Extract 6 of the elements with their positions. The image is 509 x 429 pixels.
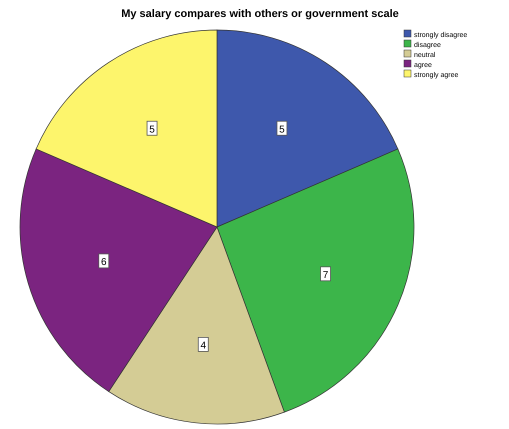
- data-label: 4: [200, 340, 206, 352]
- data-label: 5: [279, 124, 286, 136]
- data-label: 6: [100, 256, 107, 268]
- chart-title: My salary compares with others or government scale: [121, 8, 399, 20]
- data-label: 7: [322, 270, 329, 281]
- data-label: 5: [149, 124, 156, 136]
